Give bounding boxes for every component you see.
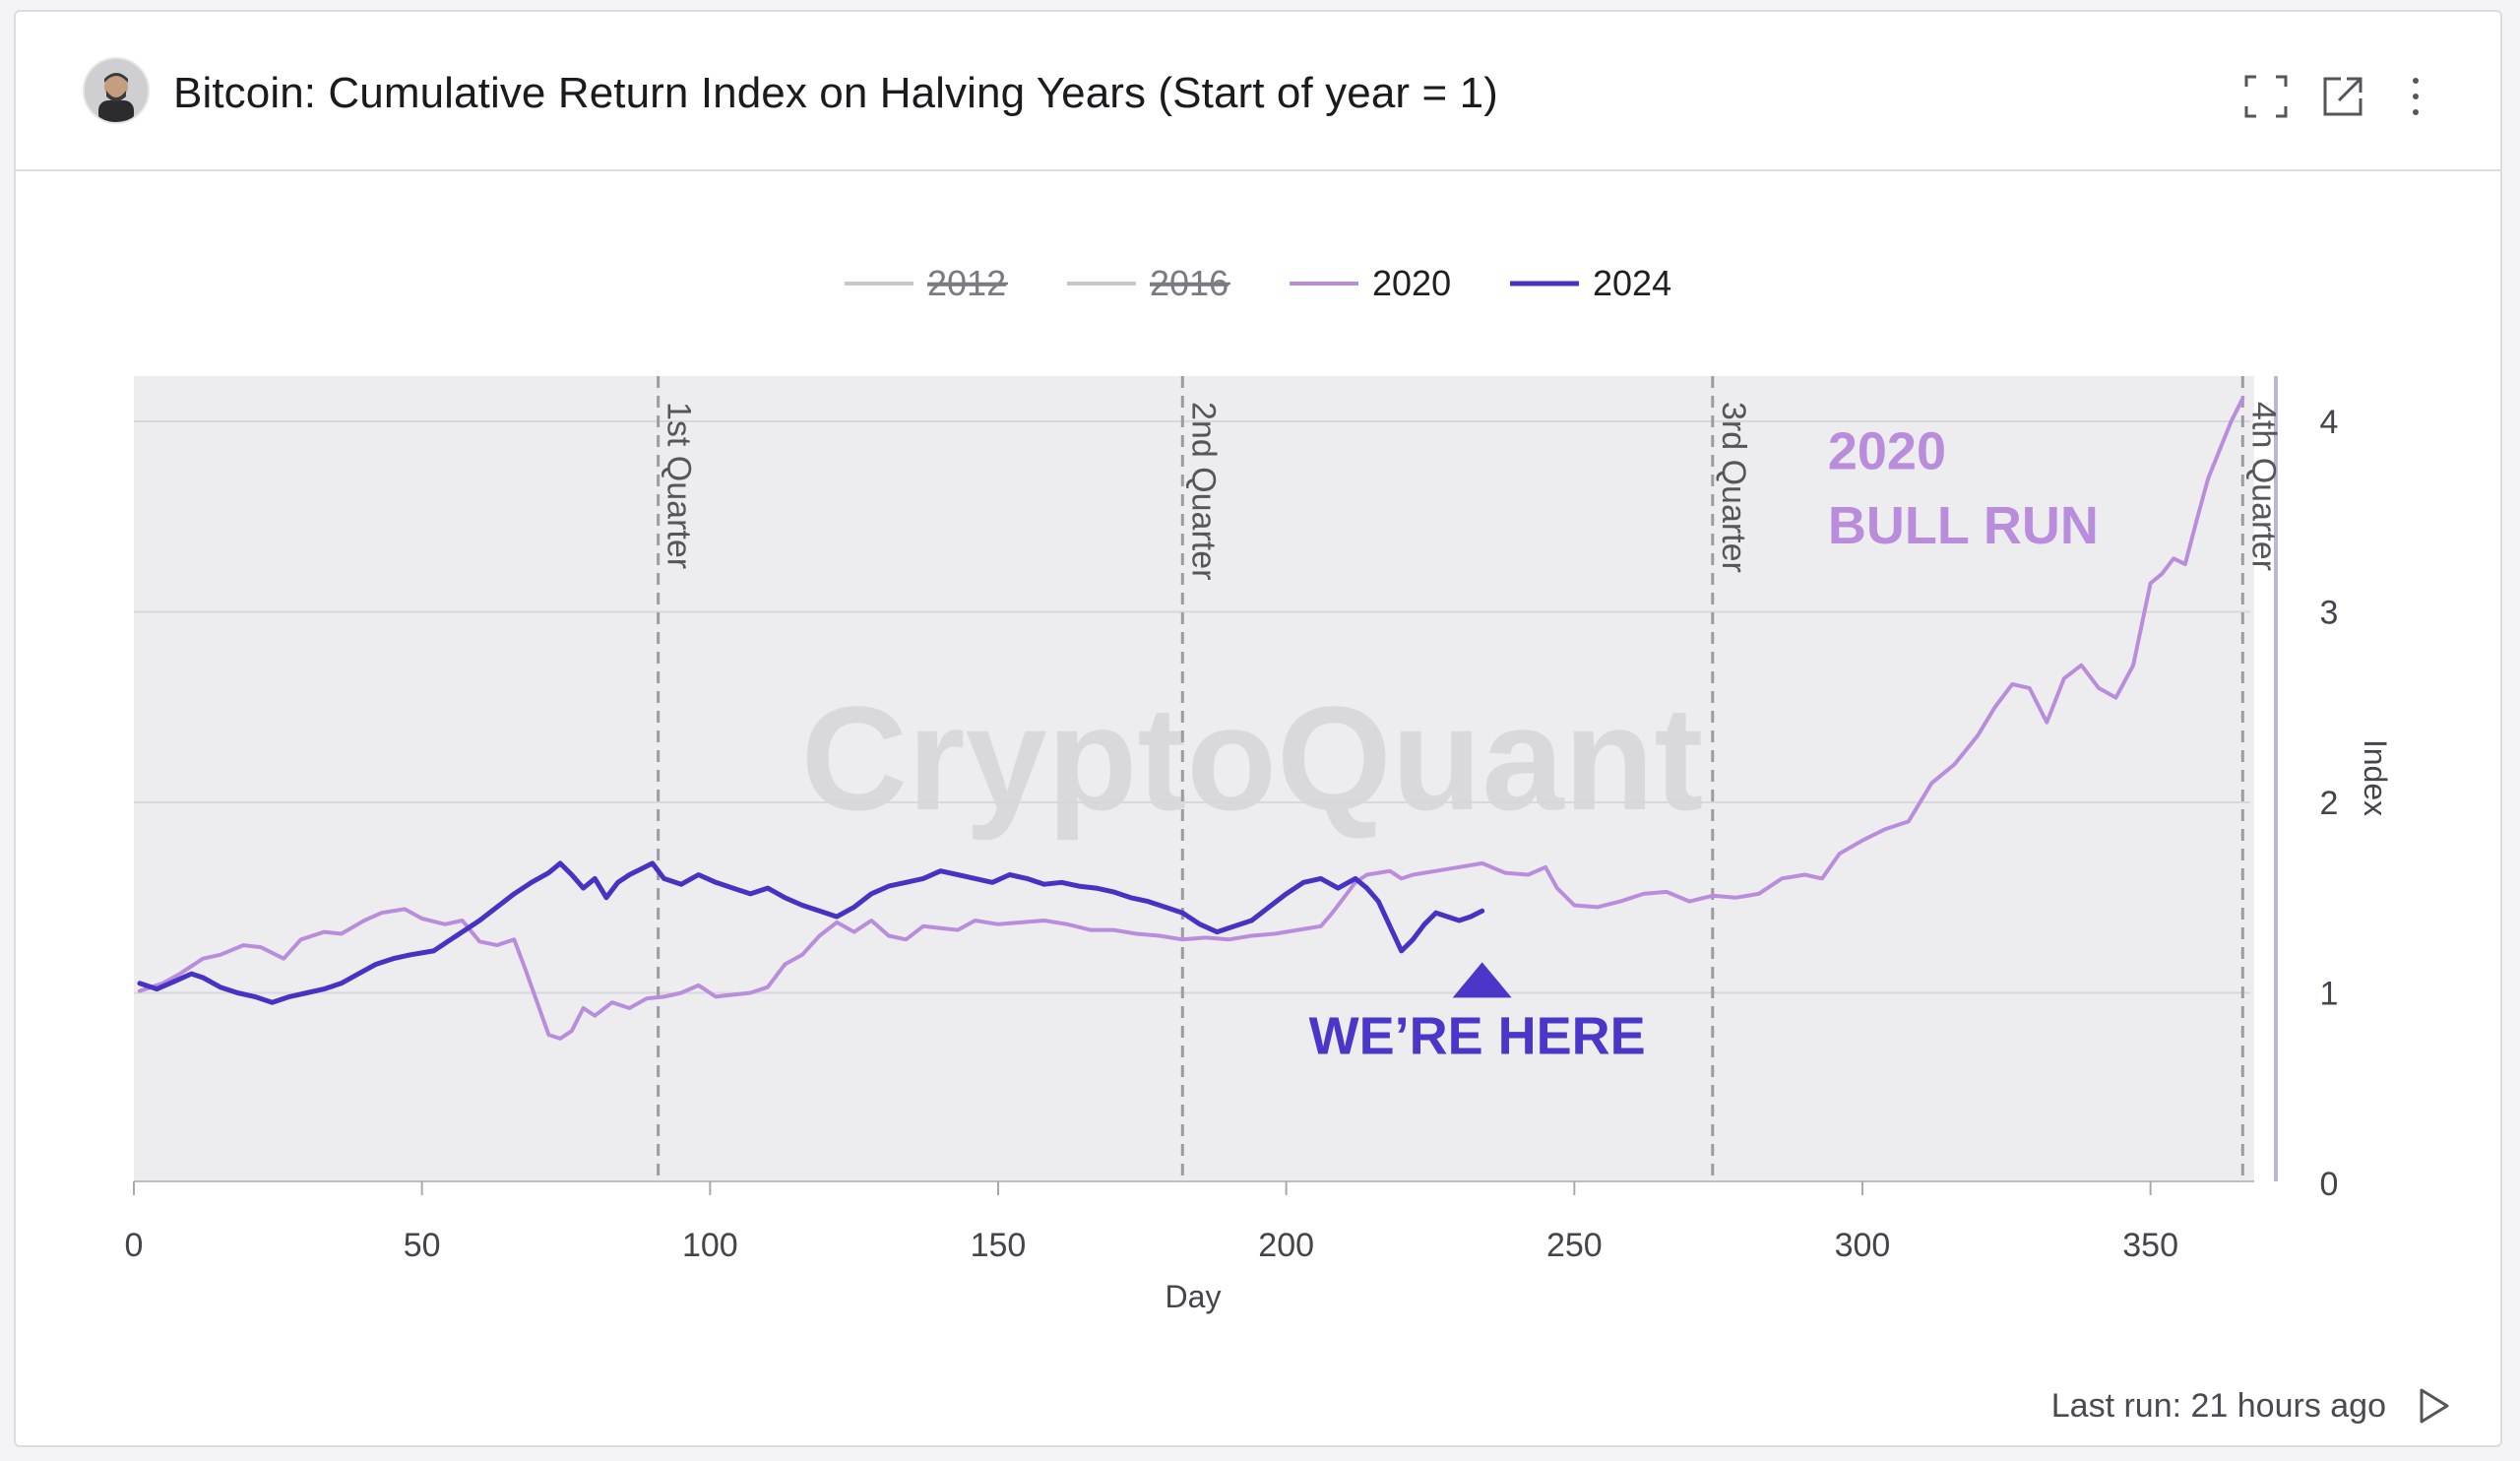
- card-footer: Last run: 21 hours ago: [2051, 1386, 2453, 1426]
- x-tick-label: 100: [682, 1227, 738, 1264]
- x-tick-label: 200: [1258, 1227, 1314, 1264]
- card-header: Bitcoin: Cumulative Return Index on Halv…: [16, 12, 2500, 171]
- y-tick-label: 4: [2320, 404, 2339, 441]
- series-line-2024: [137, 860, 1485, 1005]
- legend-item-2020[interactable]: 2020: [1290, 263, 1451, 303]
- annotation-bull-run: BULL RUN: [1828, 496, 2099, 555]
- y-tick-label: 0: [2320, 1166, 2339, 1203]
- chart-title: Bitcoin: Cumulative Return Index on Halv…: [173, 69, 1498, 117]
- x-tick-label: 150: [971, 1227, 1027, 1264]
- last-run-text: Last run: 21 hours ago: [2050, 1386, 2386, 1425]
- quarter-marker-label: 1st Quarter: [661, 402, 698, 569]
- x-tick-label: 250: [1546, 1227, 1603, 1264]
- y-axis-title: Index: [2358, 739, 2393, 816]
- annotation-arrow-up: [1452, 962, 1512, 998]
- legend-item-2024[interactable]: 2024: [1510, 263, 1671, 303]
- legend-label: 2020: [1372, 263, 1451, 303]
- legend-item-2016[interactable]: 2016: [1067, 263, 1230, 303]
- play-icon[interactable]: [2414, 1386, 2453, 1426]
- plot-background: [134, 376, 2254, 1181]
- x-tick-label: 50: [404, 1227, 441, 1264]
- annotation-2020: 2020: [1828, 421, 1946, 480]
- x-tick-label: 0: [125, 1227, 144, 1264]
- watermark-text: CryptoQuant: [801, 675, 1704, 841]
- author-avatar[interactable]: [83, 57, 150, 124]
- x-tick-label: 350: [2122, 1227, 2178, 1264]
- x-axis-title: Day: [1166, 1279, 1222, 1314]
- series-line-2020: [137, 396, 2245, 1041]
- y-tick-label: 2: [2320, 785, 2339, 822]
- y-tick-label: 1: [2320, 976, 2339, 1013]
- legend-item-2012[interactable]: 2012: [845, 263, 1008, 303]
- x-tick-label: 300: [1835, 1227, 1891, 1264]
- more-vertical-icon[interactable]: [2392, 73, 2439, 120]
- external-link-icon[interactable]: [2319, 73, 2366, 120]
- fullscreen-icon[interactable]: [2242, 73, 2290, 120]
- y-tick-label: 3: [2320, 595, 2339, 632]
- quarter-marker-label: 3rd Quarter: [1715, 402, 1752, 573]
- annotation-we-are-here: WE’RE HERE: [1309, 1006, 1646, 1065]
- legend-label: 2024: [1593, 263, 1671, 303]
- quarter-marker-label: 2nd Quarter: [1184, 402, 1222, 580]
- quarter-marker-label: 4th Quarter: [2244, 402, 2282, 571]
